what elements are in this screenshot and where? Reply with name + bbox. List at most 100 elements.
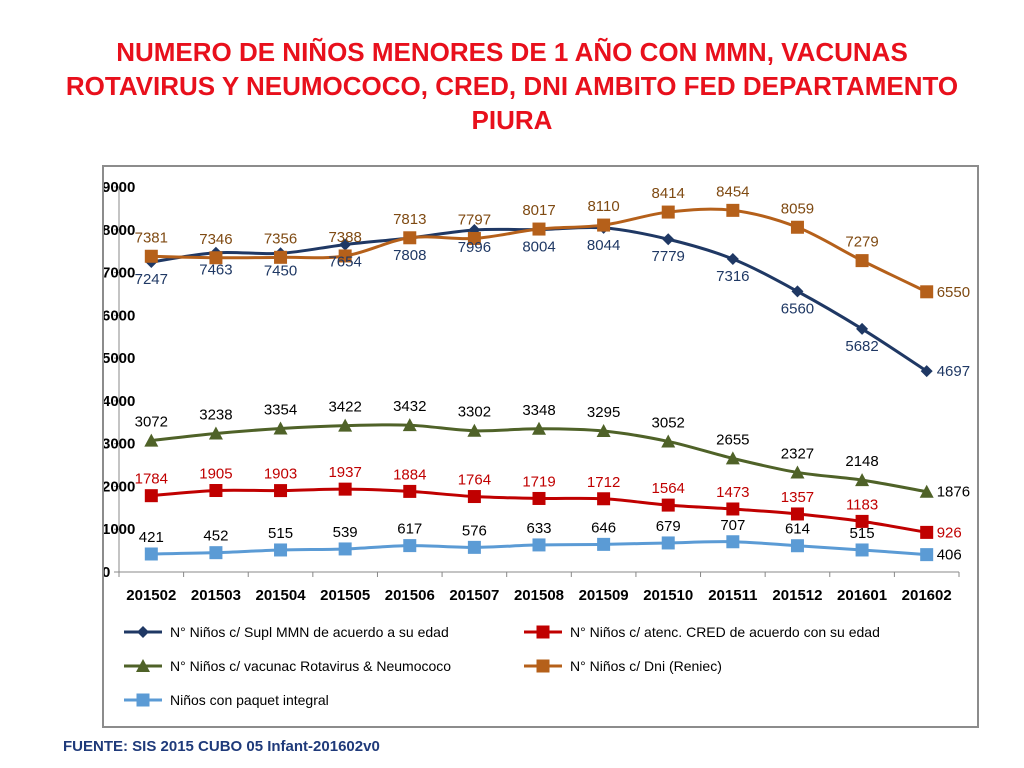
- y-tick-label: 2000: [104, 478, 135, 495]
- data-point: [661, 498, 675, 512]
- data-label: 1784: [135, 471, 168, 488]
- data-point: [338, 542, 352, 556]
- chart-series: [144, 203, 934, 562]
- data-label: 406: [937, 547, 962, 564]
- data-point: [403, 539, 417, 553]
- series-4: [144, 203, 934, 299]
- chart-data-labels: 7247 7463 7450 7654 7808 7996 8004 8044 7779 7316…: [135, 183, 970, 563]
- data-point: [144, 249, 158, 263]
- y-tick-label: 3000: [104, 436, 135, 453]
- data-label: 3072: [135, 414, 168, 431]
- data-label: 2148: [845, 453, 878, 470]
- data-point: [726, 502, 740, 516]
- data-label: 7356: [264, 230, 297, 247]
- x-tick-label: 201601: [837, 587, 887, 604]
- data-point: [532, 421, 546, 435]
- data-label: 926: [937, 524, 962, 541]
- data-label: 617: [397, 521, 422, 538]
- data-label: 7808: [393, 247, 426, 264]
- data-label: 1183: [846, 496, 878, 513]
- data-label: 8059: [781, 200, 814, 217]
- data-point: [467, 231, 481, 245]
- data-label: 1876: [937, 484, 970, 501]
- data-point: [661, 205, 675, 219]
- data-point: [467, 490, 481, 504]
- data-point: [920, 525, 934, 539]
- data-point: [144, 547, 158, 561]
- x-tick-label: 201602: [902, 587, 952, 604]
- series-2: [144, 482, 934, 539]
- data-point: [532, 538, 546, 552]
- legend-label: N° Niños c/ atenc. CRED de acuerdo con s…: [570, 624, 880, 640]
- data-label: 1712: [587, 474, 620, 491]
- data-point: [209, 546, 223, 560]
- data-point: [209, 484, 223, 498]
- data-point: [855, 514, 869, 528]
- data-label: 646: [591, 519, 616, 536]
- data-point: [209, 251, 223, 265]
- data-label: 7813: [393, 211, 426, 228]
- data-label: 3295: [587, 404, 620, 421]
- data-point: [402, 418, 417, 432]
- data-label: 8110: [587, 198, 619, 215]
- data-label: 7996: [458, 239, 491, 256]
- data-label: 1564: [652, 480, 685, 497]
- data-label: 3348: [522, 402, 555, 419]
- x-tick-label: 201509: [579, 587, 629, 604]
- data-label: 7279: [845, 234, 878, 251]
- legend-marker: [136, 659, 150, 672]
- data-label: 515: [268, 525, 293, 542]
- data-label: 3238: [199, 406, 232, 423]
- legend-label: N° Niños c/ Dni (Reniec): [570, 658, 722, 674]
- data-label: 8414: [652, 185, 685, 202]
- data-point: [791, 285, 804, 298]
- data-label: 7654: [328, 254, 361, 271]
- legend-item-4: N° Niños c/ Dni (Reniec): [524, 658, 722, 674]
- data-point: [855, 543, 869, 557]
- data-point: [919, 484, 934, 498]
- legend-label: N° Niños c/ Supl MMN de acuerdo a su eda…: [170, 624, 449, 640]
- data-point: [661, 434, 676, 448]
- y-tick-label: 8000: [104, 222, 135, 239]
- chart-axes: 0 1000 2000 3000 4000 5000 6000 7000 8000 9000 201…: [104, 179, 960, 604]
- data-point: [790, 220, 804, 234]
- x-tick-label: 201505: [320, 587, 370, 604]
- x-tick-label: 201504: [256, 587, 307, 604]
- data-point: [790, 465, 805, 479]
- data-label: 3432: [393, 398, 426, 415]
- x-tick-label: 201503: [191, 587, 241, 604]
- data-label: 7463: [199, 262, 232, 279]
- data-label: 1473: [716, 484, 749, 501]
- series-3: [144, 418, 934, 498]
- data-point: [856, 322, 869, 335]
- data-label: 6550: [937, 284, 970, 301]
- data-label: 1937: [328, 464, 361, 481]
- data-point: [338, 418, 353, 432]
- data-point: [338, 482, 352, 496]
- data-point: [661, 536, 675, 550]
- y-tick-label: 9000: [104, 179, 135, 196]
- data-point: [920, 548, 934, 562]
- data-point: [726, 535, 740, 549]
- data-label: 1905: [199, 466, 232, 483]
- data-point: [273, 421, 288, 435]
- chart-legend: N° Niños c/ Supl MMN de acuerdo a su eda…: [124, 624, 880, 708]
- legend-marker: [536, 625, 550, 639]
- data-point: [339, 238, 352, 251]
- data-label: 452: [203, 528, 228, 545]
- data-label: 7316: [716, 268, 749, 285]
- x-tick-label: 201502: [126, 587, 176, 604]
- y-tick-label: 5000: [104, 350, 135, 367]
- data-label: 421: [139, 529, 164, 546]
- data-label: 1764: [458, 472, 491, 489]
- y-tick-label: 0: [104, 564, 110, 581]
- data-label: 3354: [264, 402, 297, 419]
- data-label: 1884: [393, 466, 426, 483]
- source-note: FUENTE: SIS 2015 CUBO 05 Infant-201602v0: [63, 738, 380, 755]
- data-label: 7450: [264, 262, 297, 279]
- y-tick-label: 4000: [104, 393, 135, 410]
- data-point: [725, 451, 740, 465]
- data-label: 614: [785, 521, 810, 538]
- data-label: 1719: [522, 473, 555, 490]
- data-label: 2327: [781, 445, 814, 462]
